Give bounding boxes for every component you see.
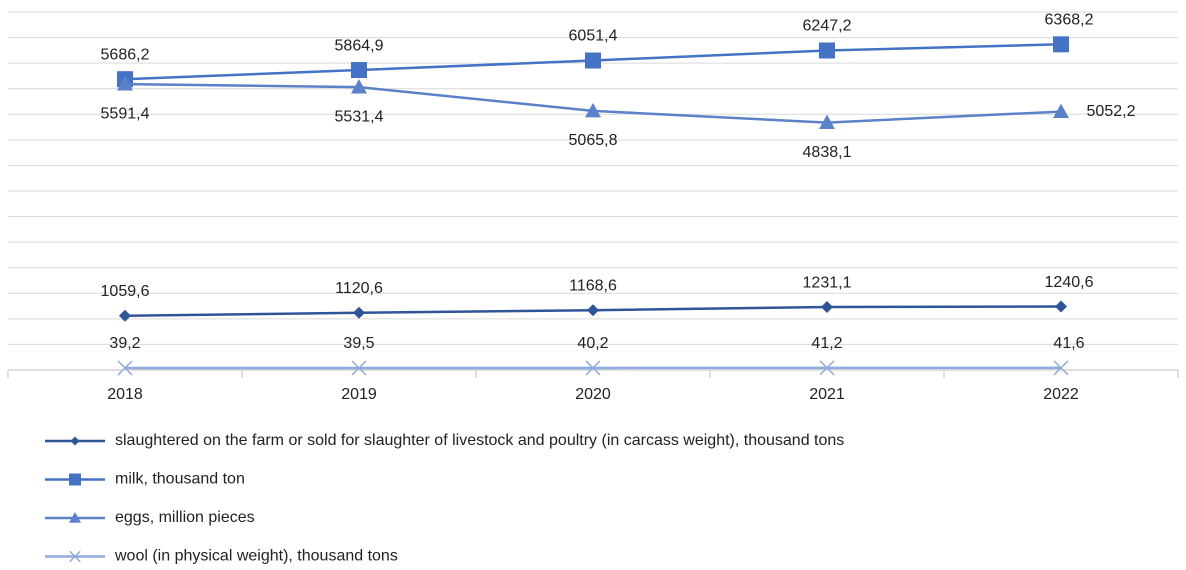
- marker: [585, 102, 601, 118]
- data-label: 6051,4: [569, 28, 618, 45]
- data-label: 5591,4: [101, 105, 150, 122]
- marker: [351, 62, 367, 79]
- marker: [69, 473, 81, 486]
- marker: [70, 436, 80, 446]
- marker: [1053, 36, 1069, 53]
- data-label: 6368,2: [1045, 12, 1094, 29]
- marker: [1053, 360, 1069, 376]
- x-tick-label: 2018: [107, 386, 143, 403]
- marker: [819, 360, 835, 376]
- legend-label: milk, thousand ton: [115, 471, 245, 488]
- x-tick-label: 2022: [1043, 386, 1079, 403]
- marker: [585, 52, 601, 69]
- x-tick-label: 2021: [809, 386, 845, 403]
- data-label: 4838,1: [803, 144, 852, 161]
- data-label: 5052,2: [1087, 103, 1136, 120]
- data-label: 5686,2: [101, 46, 150, 63]
- x-tick-label: 2019: [341, 386, 377, 403]
- marker: [69, 550, 81, 563]
- data-label: 6247,2: [803, 18, 852, 35]
- data-label: 1168,6: [569, 277, 617, 294]
- legend-label: slaughtered on the farm or sold for slau…: [115, 432, 844, 449]
- marker: [1053, 103, 1069, 119]
- marker: [819, 114, 835, 129]
- data-label: 40,2: [577, 335, 608, 352]
- data-label: 1231,1: [803, 274, 852, 291]
- marker: [69, 512, 81, 523]
- data-label: 41,6: [1053, 335, 1084, 352]
- marker: [587, 304, 599, 317]
- x-tick-label: 2020: [575, 386, 611, 403]
- data-label: 5065,8: [569, 132, 618, 149]
- marker: [117, 76, 133, 91]
- marker: [119, 309, 131, 322]
- marker: [821, 301, 833, 314]
- data-label: 39,5: [343, 335, 374, 352]
- marker: [351, 360, 367, 376]
- data-label: 1059,6: [101, 283, 150, 300]
- marker: [117, 360, 133, 376]
- data-label: 41,2: [811, 335, 842, 352]
- legend-label: wool (in physical weight), thousand tons: [114, 548, 398, 565]
- marker: [585, 360, 601, 376]
- data-label: 1240,6: [1045, 274, 1094, 291]
- data-label: 1120,6: [335, 280, 383, 297]
- data-label: 39,2: [109, 335, 140, 352]
- marker: [351, 79, 367, 94]
- marker: [1055, 300, 1067, 313]
- data-label: 5531,4: [335, 108, 384, 125]
- marker: [353, 306, 365, 319]
- legend-label: eggs, million pieces: [115, 509, 255, 526]
- data-label: 5864,9: [335, 37, 384, 54]
- marker: [819, 42, 835, 59]
